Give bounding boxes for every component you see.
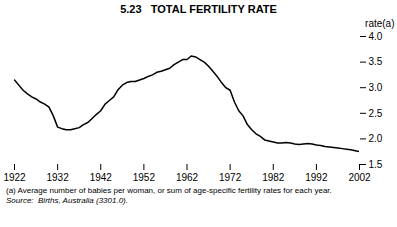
html-text:(a) Average number of babies p: (a) Average number of babies per woman, … <box>6 186 332 195</box>
svg-text:2002: 2002 <box>348 172 371 183</box>
svg-text:1922: 1922 <box>3 172 26 183</box>
svg-text:3.5: 3.5 <box>369 56 383 67</box>
svg-text:2.5: 2.5 <box>369 108 383 119</box>
svg-text:1.5: 1.5 <box>369 159 383 170</box>
svg-text:4.0: 4.0 <box>369 31 383 42</box>
svg-text:rate(a): rate(a) <box>365 18 394 29</box>
html-text:5.23 TOTAL FERTILITY RATE: 5.23 TOTAL FERTILITY RATE <box>120 3 277 15</box>
svg-text:1952: 1952 <box>133 172 156 183</box>
svg-text:1972: 1972 <box>219 172 242 183</box>
svg-text:3.0: 3.0 <box>369 82 383 93</box>
svg-text:1992: 1992 <box>305 172 328 183</box>
html-text:Source: Births, Australia (330: Source: Births, Australia (3301.0). <box>6 196 128 205</box>
svg-text:1962: 1962 <box>176 172 199 183</box>
svg-text:1982: 1982 <box>262 172 285 183</box>
svg-text:1942: 1942 <box>90 172 113 183</box>
svg-text:2.0: 2.0 <box>369 133 383 144</box>
svg-text:1932: 1932 <box>47 172 70 183</box>
